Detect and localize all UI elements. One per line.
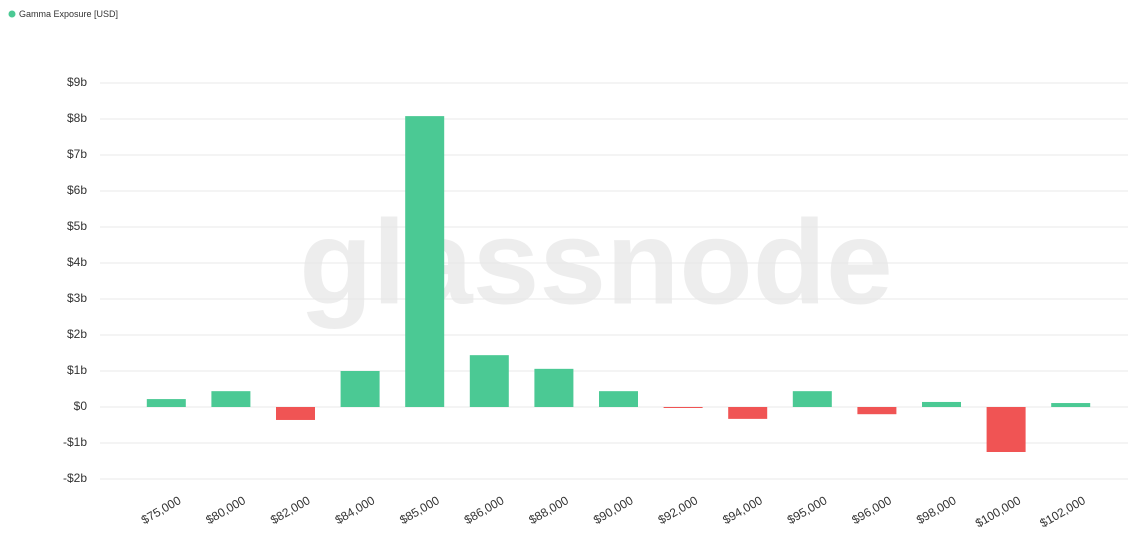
bar bbox=[211, 391, 251, 407]
y-tick-label: -$1b bbox=[63, 435, 87, 449]
bar bbox=[663, 407, 703, 408]
x-tick-label: $92,000 bbox=[656, 493, 701, 527]
x-tick-label: $84,000 bbox=[333, 493, 378, 527]
x-tick-label: $100,000 bbox=[973, 493, 1024, 530]
x-tick-label: $85,000 bbox=[397, 493, 442, 527]
x-tick-label: $82,000 bbox=[268, 493, 313, 527]
y-tick-label: $5b bbox=[67, 219, 87, 233]
x-tick-label: $90,000 bbox=[591, 493, 636, 527]
y-tick-label: $0 bbox=[74, 399, 88, 413]
bar bbox=[146, 399, 186, 407]
y-tick-label: $4b bbox=[67, 255, 87, 269]
bar bbox=[728, 407, 768, 419]
x-tick-label: $102,000 bbox=[1037, 493, 1088, 530]
y-tick-label: $1b bbox=[67, 363, 87, 377]
y-tick-label: $9b bbox=[67, 75, 87, 89]
y-tick-label: -$2b bbox=[63, 471, 87, 485]
x-tick-label: $88,000 bbox=[526, 493, 571, 527]
bar bbox=[1051, 403, 1091, 407]
bar bbox=[857, 407, 897, 415]
y-tick-label: $6b bbox=[67, 183, 87, 197]
x-tick-label: $98,000 bbox=[914, 493, 959, 527]
bar bbox=[986, 407, 1026, 452]
y-tick-label: $2b bbox=[67, 327, 87, 341]
x-tick-label: $86,000 bbox=[462, 493, 507, 527]
bar bbox=[922, 401, 961, 407]
x-tick-label: $75,000 bbox=[139, 493, 184, 527]
x-tick-label: $95,000 bbox=[785, 493, 830, 527]
bar bbox=[534, 368, 574, 407]
legend-label: Gamma Exposure [USD] bbox=[19, 9, 118, 19]
x-tick-label: $94,000 bbox=[720, 493, 765, 527]
x-tick-label: $80,000 bbox=[203, 493, 248, 527]
bar bbox=[276, 407, 315, 420]
x-tick-label: $96,000 bbox=[849, 493, 894, 527]
legend-swatch bbox=[8, 10, 16, 18]
y-tick-label: $8b bbox=[67, 111, 87, 125]
y-tick-label: $3b bbox=[67, 291, 87, 305]
y-tick-label: $7b bbox=[67, 147, 87, 161]
bar bbox=[469, 355, 509, 407]
bar bbox=[340, 371, 380, 407]
bar bbox=[405, 116, 445, 408]
bar bbox=[599, 391, 638, 407]
bar bbox=[792, 391, 832, 407]
